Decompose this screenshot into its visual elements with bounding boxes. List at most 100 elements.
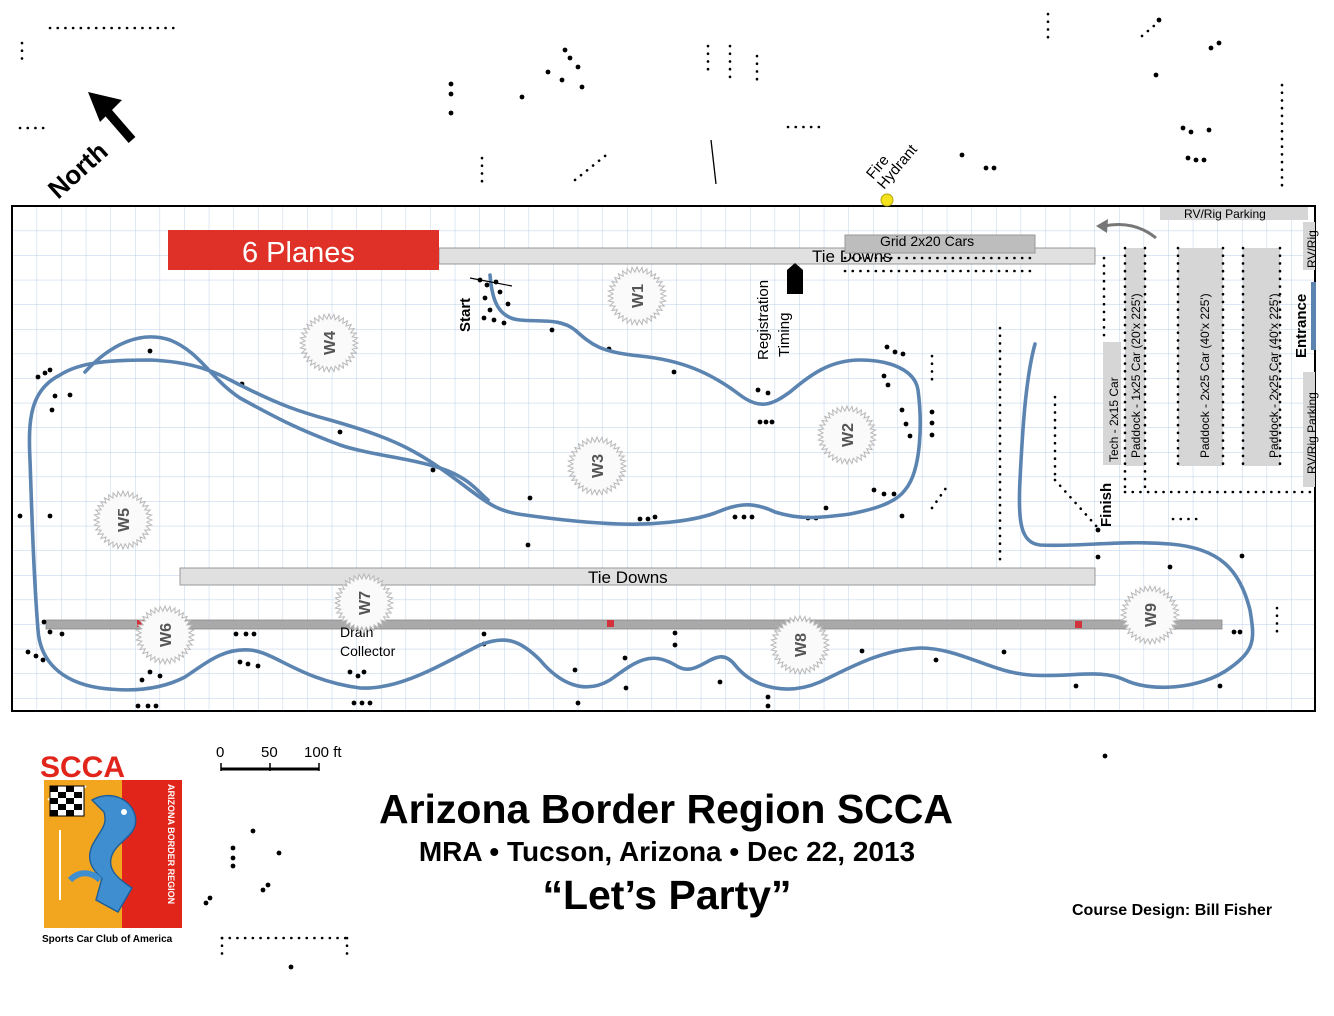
cone xyxy=(1208,45,1214,51)
worker-station-w7: W7 xyxy=(333,572,395,634)
cone xyxy=(1153,72,1159,78)
cone xyxy=(245,661,251,667)
north-arrow: North xyxy=(42,92,136,204)
tie-downs-bottom xyxy=(179,567,1096,586)
cone xyxy=(501,320,507,326)
course-bottom xyxy=(478,342,1255,691)
cone xyxy=(717,679,723,685)
scale-bar: 0 50 100 ft xyxy=(216,744,342,771)
scale-tick-50: 50 xyxy=(261,744,278,761)
grid-area xyxy=(844,234,1036,254)
cone xyxy=(884,344,890,350)
cone xyxy=(903,421,909,427)
cone xyxy=(1201,157,1207,163)
cone xyxy=(1167,564,1173,570)
logo-footer: Sports Car Club of America xyxy=(42,934,173,945)
paddock-1 xyxy=(1125,248,1145,466)
cone xyxy=(572,667,578,673)
cone xyxy=(41,619,47,625)
cone xyxy=(481,631,487,637)
paddock-3-label: Paddock - 2x25 Car (40'x 225') xyxy=(1267,293,1281,458)
event-name: “Let’s Party” xyxy=(542,872,792,918)
cone xyxy=(1239,553,1245,559)
cones xyxy=(17,17,1245,970)
cone xyxy=(929,432,935,438)
cone xyxy=(741,514,747,520)
cone xyxy=(359,700,365,706)
cone xyxy=(49,407,55,413)
cone xyxy=(899,513,905,519)
cone xyxy=(991,165,997,171)
registration-building xyxy=(787,270,803,294)
rv-rig-right xyxy=(1303,222,1315,270)
cone xyxy=(230,855,236,861)
planes-area xyxy=(168,230,439,270)
cone xyxy=(255,663,261,669)
cone xyxy=(497,289,503,295)
paddock-2-label: Paddock - 2x25 Car (40'x 225') xyxy=(1198,293,1212,458)
cone xyxy=(237,659,243,665)
worker-label: W8 xyxy=(793,633,810,657)
cone xyxy=(203,900,209,906)
entrance-label: Entrance xyxy=(1293,294,1310,358)
worker-label: W4 xyxy=(322,331,339,355)
worker-label: W9 xyxy=(1143,603,1160,627)
worker-label: W6 xyxy=(158,623,175,647)
cone xyxy=(33,653,39,659)
cone xyxy=(145,703,151,709)
scca-logo: SCCA ARIZONA BORDER REGION Sports Car Cl… xyxy=(40,751,182,945)
rv-parking-right xyxy=(1303,372,1315,487)
cone xyxy=(519,94,525,100)
cone xyxy=(1095,554,1101,560)
cone xyxy=(52,393,58,399)
worker-station-w4: W4 xyxy=(298,312,360,374)
planes-label: 6 Planes xyxy=(242,237,355,269)
cone-rows xyxy=(18,12,1317,962)
cone xyxy=(823,505,829,511)
cone xyxy=(549,327,555,333)
cone xyxy=(749,514,755,520)
cone xyxy=(448,110,454,116)
rv-parking-top-label: RV/Rig Parking xyxy=(1184,207,1266,221)
cone xyxy=(448,81,454,87)
cone xyxy=(1185,155,1191,161)
paddock-3 xyxy=(1243,248,1280,466)
grid-label: Grid 2x20 Cars xyxy=(880,233,974,249)
cone xyxy=(559,77,565,83)
cone xyxy=(900,351,906,357)
cone xyxy=(672,642,678,648)
scale-tick-100: 100 ft xyxy=(304,744,342,761)
cone xyxy=(147,669,153,675)
cone xyxy=(575,64,581,70)
logo-text: SCCA xyxy=(40,751,125,784)
cone xyxy=(1073,683,1079,689)
cone xyxy=(652,514,658,520)
cone xyxy=(1237,629,1243,635)
cone xyxy=(545,69,551,75)
page-title: Arizona Border Region SCCA xyxy=(378,786,954,832)
page-subtitle: MRA • Tucson, Arizona • Dec 22, 2013 xyxy=(418,836,916,867)
tie-downs-bottom-label: Tie Downs xyxy=(588,568,668,587)
cone xyxy=(25,649,31,655)
cone xyxy=(230,863,236,869)
worker-station-w3: W3 xyxy=(566,435,628,497)
cone xyxy=(959,152,965,158)
cone xyxy=(17,513,23,519)
cone xyxy=(276,850,282,856)
cone xyxy=(892,349,898,355)
cone xyxy=(147,348,153,354)
cone xyxy=(491,317,497,323)
entrance-arrow xyxy=(1103,223,1157,240)
cone xyxy=(484,282,490,288)
cone xyxy=(1231,629,1237,635)
cone xyxy=(562,47,568,53)
cone xyxy=(355,673,361,679)
tech-area xyxy=(1103,342,1121,465)
cone xyxy=(871,487,877,493)
cone xyxy=(47,629,53,635)
cone xyxy=(765,694,771,700)
cone xyxy=(481,315,487,321)
cone xyxy=(47,513,53,519)
cone xyxy=(891,491,897,497)
